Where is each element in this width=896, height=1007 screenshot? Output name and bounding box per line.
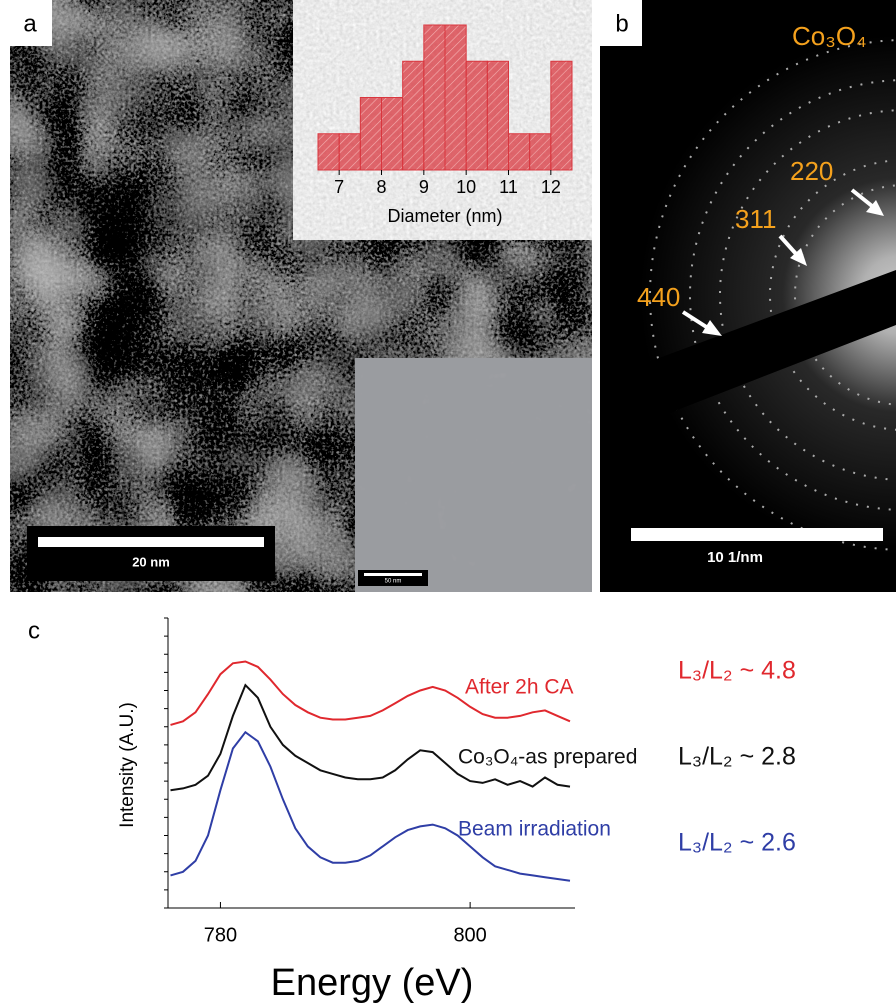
spectrum-line [171,685,571,790]
x-tick-label: 7 [334,177,344,197]
histogram-bar [530,134,551,170]
histogram-bar [360,98,381,171]
panel-label: c [28,617,40,644]
histogram-bar [382,98,403,171]
particles [355,358,592,592]
histogram-bar [509,134,530,170]
scale-bar [631,528,883,541]
scale-text: 20 nm [132,554,170,569]
series-label: After 2h CA [465,676,574,699]
y-axis-label: Intensity (A.U.) [117,702,138,828]
x-axis-label: Energy (eV) [271,962,474,1004]
ring-label: 220 [790,156,833,186]
ratio-label: L₃/L₂ ~ 2.8 [678,743,796,771]
x-tick-label: 8 [376,177,386,197]
inset-scale-text: 50 nm [385,579,402,585]
x-tick-label: 11 [499,177,518,197]
scale-text: 10 1/nm [707,549,763,566]
ratio-label: L₃/L₂ ~ 2.6 [678,829,796,857]
histogram-bar [445,25,466,170]
histogram-bar [551,61,572,170]
panel-label: a [23,10,37,37]
panel-b: b Co₃O₄ 220 311 440 10 1/nm [600,0,896,592]
ring-label: 440 [637,282,680,312]
series-label: Beam irradiation [458,818,611,841]
histogram-bar [318,134,339,170]
scale-bar [38,537,264,547]
histogram-bar [339,134,360,170]
inset-scale-bar [364,573,422,576]
x-tick-label: 10 [456,177,476,197]
ratio-label: L₃/L₂ ~ 4.8 [678,657,796,685]
histogram-bar [403,61,424,170]
figure: a 50 nm 20 nm b Co₃O₄ 220 311 440 10 1/n… [0,0,896,1007]
series-label: Co₃O₄-as prepared [458,746,637,769]
x-tick-label: 9 [419,177,429,197]
x-tick-label: 12 [541,177,561,197]
material-label: Co₃O₄ [792,21,867,51]
x-tick-label: 780 [204,924,237,946]
histogram-bar [466,61,487,170]
panel-label: b [615,10,628,37]
x-tick-label: 800 [453,924,486,946]
ring-label: 311 [735,204,776,234]
x-axis-label: Diameter (nm) [387,206,502,226]
histogram-bar [487,61,508,170]
histogram-bar [424,25,445,170]
